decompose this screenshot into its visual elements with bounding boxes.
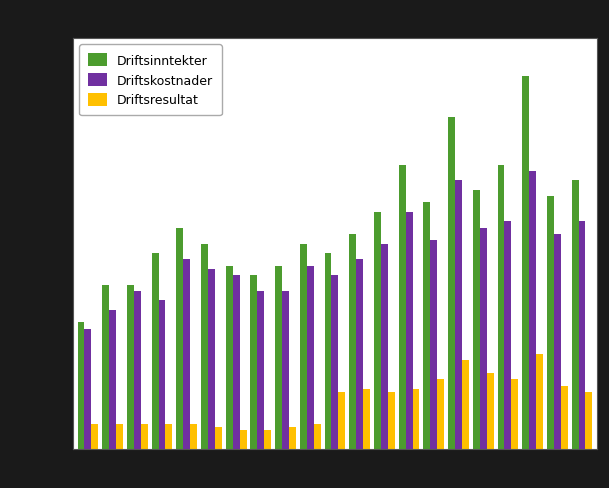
Bar — [363, 389, 370, 449]
Bar — [77, 323, 85, 449]
Legend: Driftsinntekter, Driftskostnader, Driftsresultat: Driftsinntekter, Driftskostnader, Drifts… — [79, 45, 222, 116]
Bar — [325, 253, 331, 449]
Bar — [448, 118, 455, 449]
Bar — [339, 392, 345, 449]
Bar — [201, 244, 208, 449]
Bar — [374, 212, 381, 449]
Bar — [307, 266, 314, 449]
Bar — [585, 392, 593, 449]
Bar — [250, 276, 258, 449]
Bar — [190, 424, 197, 449]
Bar — [226, 266, 233, 449]
Bar — [314, 424, 320, 449]
Bar — [208, 269, 215, 449]
Bar — [406, 212, 412, 449]
Bar — [480, 228, 487, 449]
Bar — [215, 427, 222, 449]
Bar — [437, 380, 444, 449]
Bar — [529, 171, 536, 449]
Bar — [282, 291, 289, 449]
Bar — [547, 197, 554, 449]
Bar — [423, 203, 431, 449]
Bar — [134, 291, 141, 449]
Bar — [462, 361, 469, 449]
Bar — [572, 181, 579, 449]
Bar — [233, 276, 239, 449]
Bar — [177, 228, 183, 449]
Bar — [561, 386, 568, 449]
Bar — [504, 222, 512, 449]
Bar — [487, 373, 493, 449]
Bar — [412, 389, 420, 449]
Bar — [158, 301, 166, 449]
Bar — [522, 77, 529, 449]
Bar — [381, 244, 388, 449]
Bar — [239, 430, 247, 449]
Bar — [455, 181, 462, 449]
Bar — [127, 285, 134, 449]
Bar — [116, 424, 123, 449]
Bar — [289, 427, 296, 449]
Bar — [102, 285, 109, 449]
Bar — [258, 291, 264, 449]
Bar — [141, 424, 148, 449]
Bar — [152, 253, 158, 449]
Bar — [498, 165, 504, 449]
Bar — [91, 424, 98, 449]
Bar — [536, 354, 543, 449]
Bar — [473, 190, 480, 449]
Bar — [166, 424, 172, 449]
Bar — [512, 380, 518, 449]
Bar — [264, 430, 271, 449]
Bar — [109, 310, 116, 449]
Bar — [331, 276, 339, 449]
Bar — [388, 392, 395, 449]
Bar — [275, 266, 282, 449]
Bar — [431, 241, 437, 449]
Bar — [300, 244, 307, 449]
Bar — [356, 260, 363, 449]
Bar — [579, 222, 585, 449]
Bar — [183, 260, 190, 449]
Bar — [399, 165, 406, 449]
Bar — [554, 235, 561, 449]
Bar — [85, 329, 91, 449]
Bar — [350, 235, 356, 449]
